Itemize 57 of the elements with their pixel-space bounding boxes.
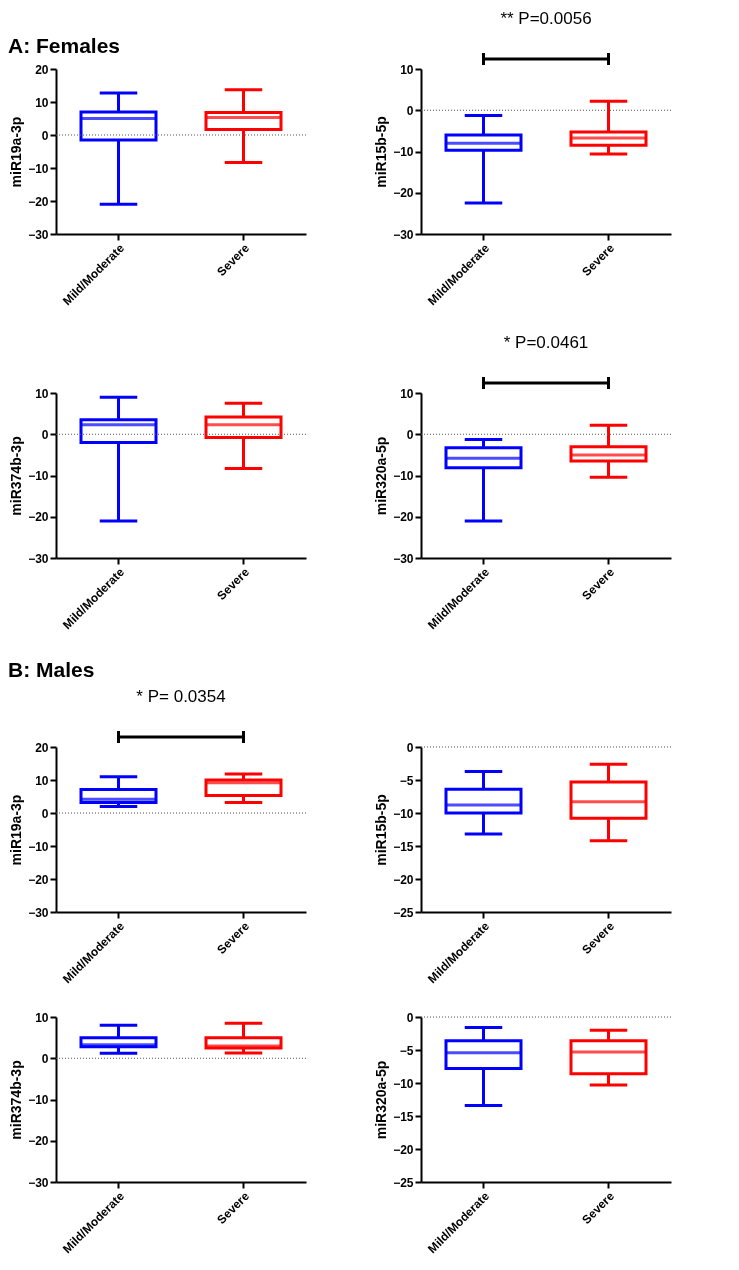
y-tick-label: −20: [28, 872, 49, 887]
y-tick-label: −30: [28, 1175, 49, 1190]
y-tick-label: 0: [406, 427, 414, 442]
y-tick-label: 10: [35, 386, 49, 401]
y-tick-label: −20: [28, 510, 49, 525]
text: ** P=0.0056: [500, 8, 592, 28]
y-tick-label: −20: [393, 872, 414, 887]
chart-title: A: Females: [8, 34, 122, 58]
y-axis-title: miR15b-5p: [373, 794, 390, 866]
y-tick-label: 0: [41, 1051, 49, 1066]
y-tick-label: −10: [393, 469, 414, 483]
y-tick-label: 10: [400, 386, 414, 401]
chart-title: B: Males: [8, 658, 96, 682]
y-tick-label: 0: [41, 128, 49, 143]
y-axis-title: miR19a-3p: [8, 116, 25, 188]
y-axis-title: miR19a-3p: [8, 794, 25, 866]
y-tick-label: 0: [41, 806, 49, 821]
y-tick-label: −20: [28, 194, 49, 209]
y-tick-label: 20: [35, 62, 49, 77]
y-tick-label: 0: [41, 427, 49, 442]
y-axis-title: miR374b-3p: [8, 1060, 25, 1140]
y-tick-label: −15: [393, 839, 414, 854]
y-tick-label: 20: [35, 740, 49, 755]
y-tick-label: −10: [28, 161, 49, 176]
y-axis-title: miR15b-5p: [373, 116, 390, 188]
y-tick-label: −10: [393, 1076, 414, 1091]
y-axis-title: miR374b-3p: [8, 436, 25, 516]
y-tick-label: −30: [393, 551, 414, 566]
y-tick-label: −20: [28, 1134, 49, 1149]
y-tick-label: −10: [393, 806, 414, 821]
y-tick-label: −5: [399, 1043, 414, 1058]
y-tick-label: −15: [393, 1109, 414, 1124]
y-tick-label: −10: [28, 1093, 49, 1107]
y-tick-label: −10: [28, 839, 49, 854]
y-tick-label: 10: [35, 773, 49, 788]
y-tick-label: −30: [28, 551, 49, 566]
y-tick-label: −10: [393, 145, 414, 159]
y-tick-label: 10: [400, 62, 414, 77]
y-axis-title: miR320a-5p: [373, 436, 390, 516]
text: * P= 0.0354: [136, 686, 226, 706]
y-tick-label: 10: [35, 1010, 49, 1025]
y-tick-label: 0: [406, 1010, 414, 1025]
y-tick-label: 10: [35, 95, 49, 110]
y-tick-label: 0: [406, 740, 414, 755]
y-tick-label: −25: [393, 905, 414, 920]
y-tick-label: −20: [393, 186, 414, 201]
text: * P=0.0461: [503, 332, 589, 352]
y-tick-label: −10: [28, 469, 49, 483]
y-tick-label: 0: [406, 103, 414, 118]
y-tick-label: −30: [393, 227, 414, 242]
y-axis-title: miR320a-5p: [373, 1060, 390, 1140]
y-tick-label: −30: [28, 905, 49, 920]
y-tick-label: −30: [28, 227, 49, 242]
y-tick-label: −20: [393, 1142, 414, 1157]
y-tick-label: −5: [399, 773, 414, 788]
y-tick-label: −25: [393, 1175, 414, 1190]
y-tick-label: −20: [393, 510, 414, 525]
